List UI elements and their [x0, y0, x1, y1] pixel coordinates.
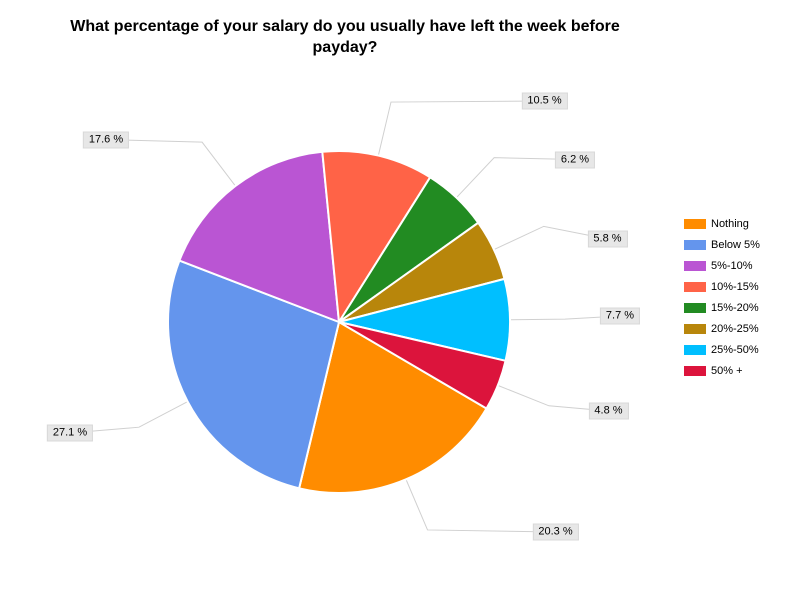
value-label: 6.2 % — [554, 151, 596, 168]
pie-slice-Below 5% — [167, 259, 340, 490]
pie-slice-Nothing — [298, 321, 488, 494]
pie-slice-5%-10% — [178, 150, 340, 323]
value-label: 7.7 % — [599, 307, 641, 325]
legend-item-label: 15%-20% — [711, 301, 759, 314]
legend: Nothing Below 5% 5%-10% 10%-15% 15%-20% 20%-2… — [684, 213, 760, 381]
legend-swatch — [684, 260, 706, 271]
legend-item: 15%-20% — [684, 297, 760, 318]
label-leader-line — [105, 139, 236, 186]
legend-swatch — [684, 302, 706, 313]
legend-item: Below 5% — [684, 234, 760, 255]
legend-item-label: 5%-10% — [711, 259, 753, 272]
legend-item: Nothing — [684, 213, 760, 234]
pie-slice-10%-15% — [321, 150, 432, 323]
label-leader-line — [456, 157, 576, 198]
legend-item: 10%-15% — [684, 276, 760, 297]
legend-swatch — [684, 323, 706, 334]
legend-item-label: Below 5% — [711, 238, 760, 251]
value-label: 27.1 % — [46, 424, 94, 442]
value-label: 5.8 % — [587, 230, 628, 248]
legend-swatch — [684, 218, 706, 229]
legend-item: 20%-25% — [684, 318, 760, 339]
label-leader-line — [405, 480, 556, 533]
legend-item-label: 50% + — [711, 364, 743, 377]
label-leader-line — [378, 100, 545, 155]
value-label: 4.8 % — [588, 402, 629, 420]
value-label: 17.6 % — [82, 131, 130, 148]
legend-item: 5%-10% — [684, 255, 760, 276]
legend-item: 50% + — [684, 360, 760, 381]
legend-swatch — [684, 281, 706, 292]
value-label: 20.3 % — [532, 523, 579, 541]
legend-item-label: 20%-25% — [711, 322, 759, 335]
legend-item-label: 10%-15% — [711, 280, 759, 293]
legend-swatch — [684, 239, 706, 250]
chart-title: What percentage of your salary do you us… — [70, 18, 620, 56]
legend-item: 25%-50% — [684, 339, 760, 360]
pie-slice-50% + — [338, 321, 507, 410]
legend-item-label: Nothing — [711, 217, 749, 230]
legend-swatch — [684, 365, 706, 376]
value-label: 10.5 % — [521, 92, 568, 110]
legend-swatch — [684, 344, 706, 355]
legend-item-label: 25%-50% — [711, 343, 759, 356]
label-leader-line — [494, 225, 608, 250]
